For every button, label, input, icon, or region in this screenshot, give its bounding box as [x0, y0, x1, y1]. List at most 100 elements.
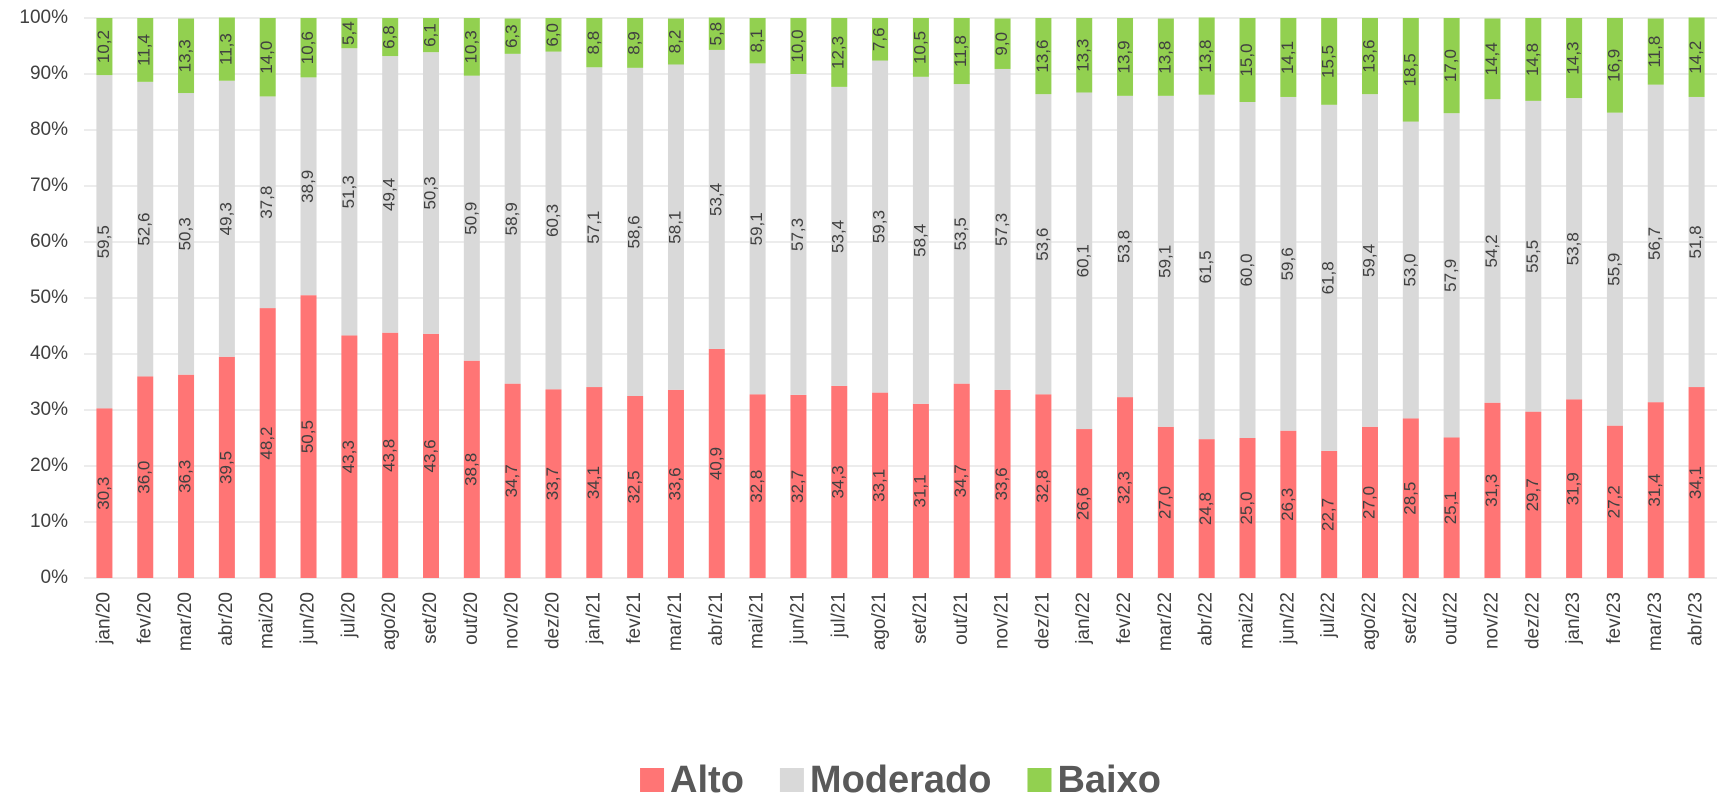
data-label: 34,1	[1686, 466, 1705, 499]
data-label: 10,2	[94, 30, 113, 63]
x-tick-label: mar/22	[1155, 592, 1176, 651]
bar-segment	[1157, 426, 1174, 578]
data-label: 25,0	[1237, 491, 1256, 524]
data-label: 55,5	[1523, 240, 1542, 273]
data-label: 50,9	[461, 202, 480, 235]
data-label: 8,9	[625, 31, 644, 55]
bar-segment	[1321, 450, 1338, 578]
data-label: 60,0	[1237, 253, 1256, 286]
data-label: 32,3	[1115, 471, 1134, 504]
data-label: 31,9	[1564, 472, 1583, 505]
bar-segment	[1035, 94, 1052, 395]
data-label: 14,2	[1686, 41, 1705, 74]
data-label: 61,8	[1319, 261, 1338, 294]
bar-segment	[749, 18, 766, 64]
bar-segment	[1117, 18, 1134, 96]
data-label: 50,3	[420, 176, 439, 209]
data-label: 59,1	[747, 212, 766, 245]
data-label: 28,5	[1400, 482, 1419, 515]
data-label: 53,4	[829, 220, 848, 253]
data-label: 13,3	[176, 39, 195, 72]
x-tick-label: jan/23	[1563, 592, 1584, 645]
data-label: 12,3	[829, 36, 848, 69]
data-label: 58,1	[665, 211, 684, 244]
bar-segment	[137, 376, 154, 578]
data-label: 11,4	[135, 34, 154, 66]
bar-segment	[1443, 437, 1460, 578]
x-tick-label: mai/22	[1237, 592, 1258, 649]
data-label: 27,0	[1155, 486, 1174, 519]
x-tick-label: fev/22	[1114, 592, 1135, 644]
data-label: 51,3	[339, 175, 358, 208]
bar-segment	[994, 68, 1011, 390]
data-label: 8,8	[584, 31, 603, 55]
bar-segment	[994, 389, 1011, 578]
bar-segment	[1117, 397, 1134, 578]
x-tick-label: set/20	[420, 592, 441, 644]
data-label: 50,5	[298, 420, 317, 453]
bar-segment	[708, 17, 725, 50]
x-tick-label: mar/21	[665, 592, 686, 651]
bar-segment	[300, 77, 317, 296]
x-tick-label: dez/20	[543, 592, 564, 649]
bar-segment	[1198, 94, 1215, 440]
bar-segment	[504, 383, 521, 578]
x-tick-label: fev/20	[134, 592, 155, 644]
data-label: 5,4	[339, 21, 358, 45]
data-label: 13,3	[1074, 39, 1093, 72]
x-tick-label: jan/21	[583, 592, 604, 645]
x-tick-label: ago/20	[379, 592, 400, 650]
bar-segment	[1566, 18, 1583, 99]
bar-segment	[178, 93, 195, 375]
data-label: 53,8	[1564, 232, 1583, 265]
bar-segment	[667, 389, 684, 578]
data-label: 34,1	[584, 466, 603, 499]
bar-segment	[382, 56, 399, 333]
bar-segment	[1280, 18, 1297, 97]
x-tick-label: nov/21	[992, 592, 1013, 649]
bar-segment	[137, 18, 154, 82]
data-label: 8,1	[747, 29, 766, 53]
bar-segment	[1688, 17, 1705, 97]
bar-segment	[1606, 425, 1623, 578]
data-label: 13,6	[1359, 40, 1378, 73]
data-label: 32,8	[747, 470, 766, 503]
bar-segment	[1239, 102, 1256, 438]
bar-segment	[1402, 18, 1419, 122]
data-label: 38,8	[461, 453, 480, 486]
bar-segment	[953, 383, 970, 578]
bar-segment	[423, 52, 440, 334]
bar-segment	[1239, 438, 1256, 578]
legend: Alto Moderado Baixo	[640, 759, 1161, 798]
bar-segment	[1280, 430, 1297, 578]
data-label: 48,2	[257, 426, 276, 459]
data-label: 29,7	[1523, 478, 1542, 511]
bar-segment	[994, 18, 1011, 69]
x-tick-label: ago/22	[1359, 592, 1380, 650]
x-tick-label: mar/23	[1645, 592, 1666, 651]
bar-segment	[1198, 439, 1215, 578]
x-tick-label: mar/20	[175, 592, 196, 651]
bar-segment	[423, 18, 440, 53]
data-label: 22,7	[1319, 498, 1338, 531]
bar-segment	[300, 295, 317, 578]
data-label: 37,8	[257, 186, 276, 219]
data-label: 34,3	[829, 465, 848, 498]
bar-segment	[1443, 18, 1460, 114]
x-tick-label: dez/22	[1522, 592, 1543, 649]
bar-segment	[1525, 18, 1542, 101]
data-label: 32,8	[1033, 470, 1052, 503]
data-label: 59,4	[1359, 244, 1378, 277]
data-label: 5,8	[706, 22, 725, 46]
bar-segment	[667, 64, 684, 390]
data-label: 14,4	[1482, 42, 1501, 75]
legend-swatch	[640, 768, 665, 792]
bar-segment	[831, 385, 848, 578]
x-tick-label: out/22	[1441, 592, 1462, 645]
bar-segment	[341, 18, 358, 49]
bar-segment	[382, 18, 399, 57]
bar-segment	[1076, 92, 1093, 430]
bar-segment	[382, 332, 399, 578]
y-tick-label: 20%	[30, 455, 68, 476]
